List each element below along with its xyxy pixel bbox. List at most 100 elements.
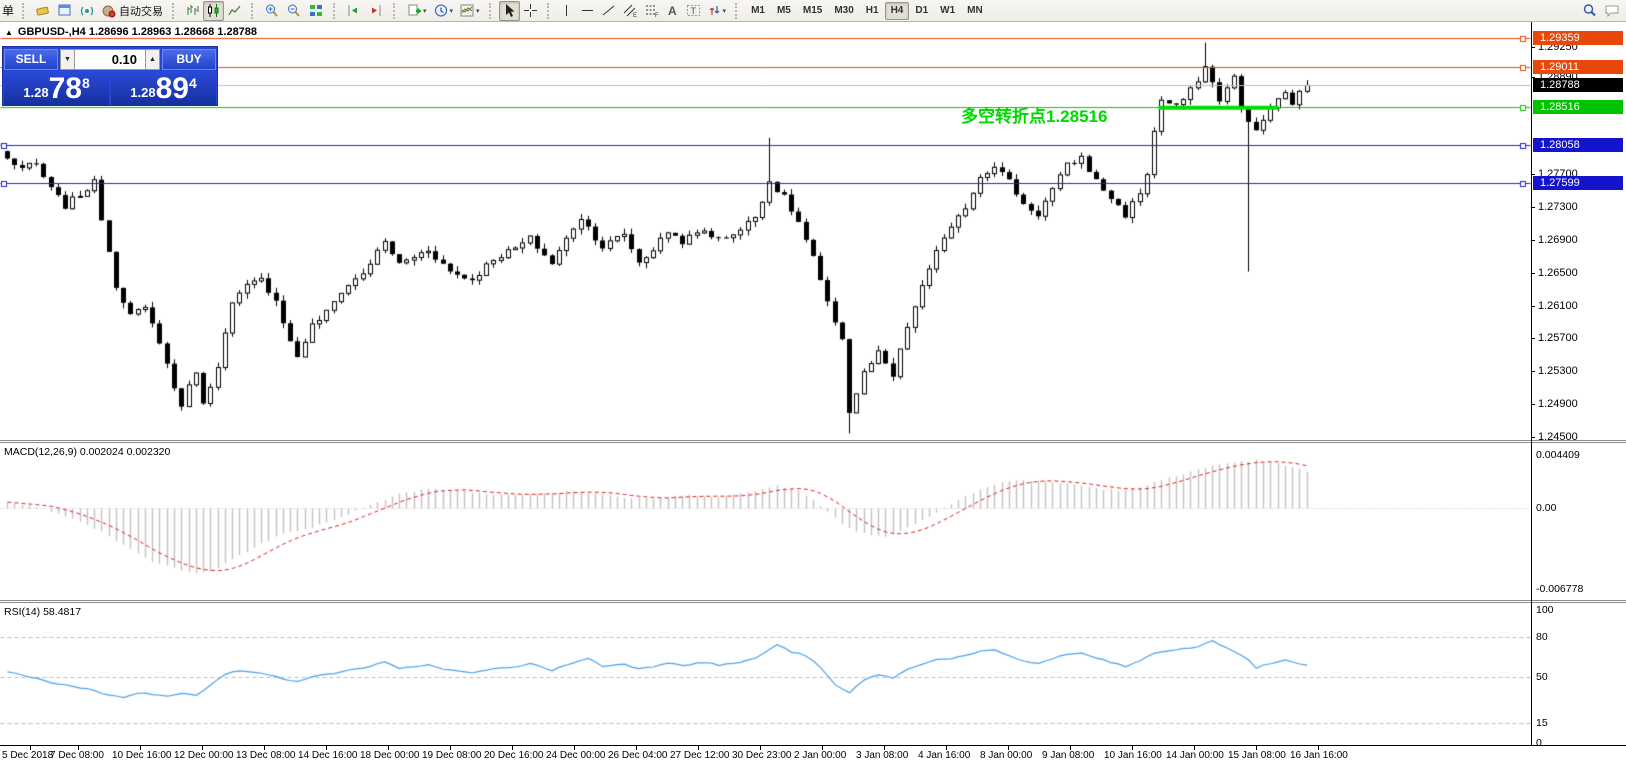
sell-price-display[interactable]: 1.28 78 8 — [4, 71, 109, 105]
chart-window-button[interactable] — [54, 1, 76, 21]
toolbar-separator — [735, 2, 741, 19]
equidistant-channel-button[interactable]: E — [619, 1, 641, 21]
time-tick-mark — [202, 746, 203, 750]
signal-button[interactable] — [76, 1, 98, 21]
time-label: 18 Dec 00:00 — [360, 750, 420, 761]
zoom-out-button[interactable] — [283, 1, 305, 21]
tile-windows-icon — [308, 3, 324, 18]
indicators-button[interactable]: ▾ — [456, 1, 483, 21]
timeframe-m1[interactable]: M1 — [751, 5, 765, 16]
new-template-icon — [406, 3, 422, 18]
time-label: 26 Dec 04:00 — [608, 750, 668, 761]
arrows-button[interactable]: ▾ — [704, 1, 730, 21]
bar-chart-button[interactable] — [182, 1, 203, 21]
time-tick-mark — [884, 746, 885, 750]
new-order-partial-label[interactable]: 单 — [2, 4, 15, 18]
time-label: 27 Dec 12:00 — [670, 750, 730, 761]
crosshair-button[interactable] — [520, 1, 541, 21]
vertical-line-button[interactable] — [557, 1, 577, 21]
price-tick-mark — [1531, 207, 1535, 208]
timeframe-m15[interactable]: M15 — [802, 5, 823, 16]
tile-windows-button[interactable] — [305, 1, 327, 21]
search-button[interactable] — [1579, 1, 1601, 21]
price-tick-mark — [1531, 273, 1535, 274]
autotrading-icon — [101, 3, 117, 18]
svg-text:A: A — [668, 4, 677, 18]
time-tick-mark — [574, 746, 575, 750]
chart-title: ▲ GBPUSD-,H4 1.28696 1.28963 1.28668 1.2… — [5, 26, 257, 38]
price-tick-label: 1.27300 — [1538, 201, 1578, 213]
time-tick-mark — [326, 746, 327, 750]
time-tick-mark — [78, 746, 79, 750]
timeframe-h1[interactable]: H1 — [865, 5, 879, 16]
dropdown-caret-icon[interactable]: ▾ — [722, 7, 727, 15]
timeframe-m30[interactable]: M30 — [834, 5, 854, 16]
trendline-button[interactable] — [598, 1, 619, 21]
volume-input[interactable] — [75, 48, 145, 70]
sell-price-sup: 8 — [81, 75, 90, 91]
chat-button[interactable] — [1601, 1, 1624, 21]
pane-separator[interactable] — [0, 440, 1626, 443]
macd-axis-label: -0.006778 — [1536, 583, 1584, 595]
price-tick-mark — [1531, 338, 1535, 339]
buy-button[interactable]: BUY — [162, 48, 216, 70]
time-label: 30 Dec 23:00 — [732, 750, 792, 761]
zoom-in-button[interactable] — [261, 1, 283, 21]
fibonacci-button[interactable]: F — [641, 1, 663, 21]
chart-title-text: GBPUSD-,H4 1.28696 1.28963 1.28668 1.287… — [17, 26, 258, 38]
text-button[interactable]: A — [663, 1, 683, 21]
volume-decrease-button[interactable]: ▼ — [60, 48, 75, 70]
pane-separator[interactable] — [0, 600, 1626, 603]
price-tick-mark — [1531, 47, 1535, 48]
horizontal-line-button[interactable] — [577, 1, 598, 21]
timeframe-m5[interactable]: M5 — [776, 5, 791, 16]
main-chart-canvas[interactable] — [0, 22, 1531, 440]
timeframe-mn[interactable]: MN — [967, 5, 983, 16]
time-tick-mark — [1194, 746, 1195, 750]
candlestick-chart-button[interactable] — [203, 0, 224, 21]
toolbar-separator — [172, 2, 178, 19]
time-tick-mark — [760, 746, 761, 750]
time-label: 10 Dec 16:00 — [112, 750, 172, 761]
time-label: 14 Jan 00:00 — [1166, 750, 1224, 761]
price-badge: 1.28058 — [1533, 138, 1623, 152]
time-tick-mark — [30, 746, 31, 750]
dropdown-caret-icon[interactable]: ▾ — [449, 7, 454, 15]
buy-price-prefix: 1.28 — [130, 85, 156, 100]
dropdown-caret-icon[interactable]: ▾ — [476, 7, 480, 15]
text-label-button[interactable]: T — [683, 1, 704, 21]
time-axis[interactable]: 5 Dec 2018 7 Dec 08:00 10 Dec 16:00 12 Dec … — [0, 745, 1626, 770]
buy-price-big: 89 — [155, 72, 189, 105]
timeframe-h4[interactable]: H4 — [884, 1, 910, 20]
chart-shift-button[interactable] — [365, 1, 387, 21]
timeframe-d1[interactable]: D1 — [915, 5, 929, 16]
timeframe-w1[interactable]: W1 — [940, 5, 956, 16]
price-tick-label: 1.25300 — [1538, 365, 1578, 377]
rsi-pane-canvas[interactable] — [0, 603, 1531, 745]
toolbar-separator — [22, 2, 28, 19]
time-label: 19 Dec 08:00 — [422, 750, 482, 761]
time-label: 10 Jan 16:00 — [1104, 750, 1162, 761]
new-template-button[interactable]: ▾ — [403, 1, 430, 21]
line-chart-button[interactable] — [224, 1, 245, 21]
macd-pane-canvas[interactable] — [0, 443, 1531, 600]
toolbar-group-drawing: E F A T ▾ — [557, 0, 730, 22]
dropdown-caret-icon[interactable]: ▾ — [423, 7, 427, 15]
new-order-button[interactable] — [32, 1, 54, 21]
sell-button[interactable]: SELL — [4, 48, 58, 70]
time-tick-mark — [946, 746, 947, 750]
price-badge: 1.28516 — [1533, 100, 1623, 114]
buy-price-display[interactable]: 1.28 89 4 — [111, 71, 216, 105]
autotrading-button[interactable]: 自动交易 — [98, 1, 166, 21]
cursor-button[interactable] — [498, 0, 520, 21]
auto-scroll-button[interactable] — [343, 1, 365, 21]
collapse-arrow-icon[interactable]: ▲ — [5, 27, 13, 37]
trendline-icon — [601, 3, 616, 18]
time-label: 5 Dec 2018 — [2, 750, 54, 761]
price-tick-mark — [1531, 371, 1535, 372]
sell-price-prefix: 1.28 — [23, 85, 49, 100]
volume-increase-button[interactable]: ▲ — [145, 48, 160, 70]
period-button[interactable]: ▾ — [430, 1, 457, 21]
time-label: 9 Jan 08:00 — [1042, 750, 1095, 761]
